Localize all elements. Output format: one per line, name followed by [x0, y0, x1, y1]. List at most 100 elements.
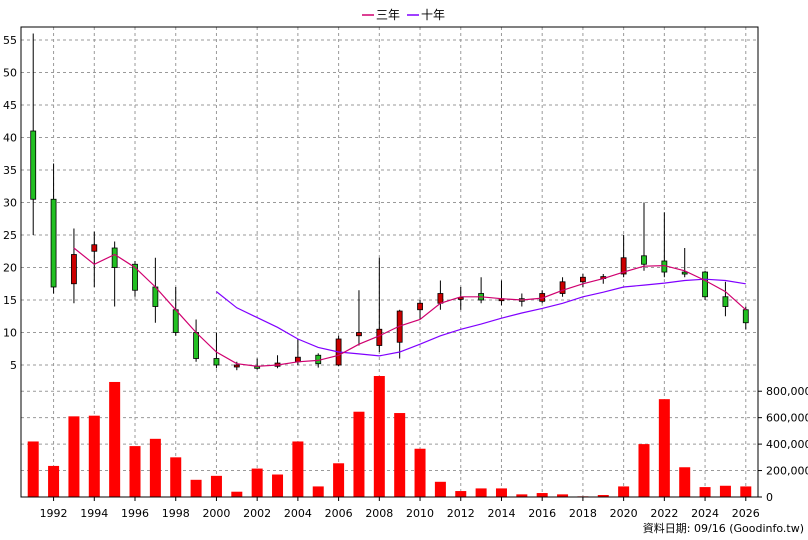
candle-body: [376, 328, 383, 346]
volume-bar: [210, 475, 222, 497]
volume-bar: [231, 491, 243, 497]
volume-bar: [516, 494, 528, 497]
volume-bar: [149, 438, 161, 497]
ma10-line: [216, 278, 746, 357]
candlesticks: [30, 33, 749, 371]
candle-body: [702, 271, 708, 298]
year-tick-label: 2016: [528, 507, 556, 520]
price-tick-label: 40: [3, 132, 17, 145]
price-tick-label: 50: [3, 67, 17, 80]
volume-bar: [373, 376, 385, 497]
volume-tick-label: 600,000: [766, 412, 808, 425]
candle-body: [111, 247, 118, 268]
candle-body: [132, 263, 138, 291]
year-tick-label: 2000: [202, 507, 230, 520]
candle-body: [152, 286, 159, 307]
candle-body: [437, 293, 444, 304]
volume-bar: [394, 413, 406, 497]
volume-bar: [475, 488, 487, 497]
legend-ma10-label: 十年: [421, 8, 445, 22]
volume-bar: [353, 411, 365, 497]
volume-bar: [597, 495, 609, 497]
candle-body: [30, 130, 37, 200]
candle-body: [580, 276, 586, 283]
year-tick-label: 1992: [40, 507, 68, 520]
footer-source: 資料日期: 09/16 (Goodinfo.tw): [643, 521, 804, 535]
volume-bar: [272, 474, 284, 497]
volume-tick-label: 0: [766, 491, 773, 504]
volume-bar: [292, 441, 304, 497]
candle-body: [213, 358, 220, 366]
volume-bar: [699, 487, 711, 497]
axes: 5 10 15 20 25 30 35 40 45 50 55 0 200,000 400,000 600,…: [3, 34, 808, 520]
volume-bar: [618, 486, 630, 497]
grid: [21, 27, 758, 497]
volume-tick-label: 400,000: [766, 438, 808, 451]
volume-bar: [48, 465, 60, 497]
price-tick-label: 15: [3, 294, 17, 307]
volume-bar: [679, 467, 691, 497]
volume-bar: [638, 444, 650, 497]
plot-frame: [20, 26, 759, 498]
volume-bar: [88, 415, 100, 497]
candle-body: [233, 364, 240, 368]
price-tick-label: 25: [3, 229, 17, 242]
candle-body: [193, 332, 199, 359]
year-tick-label: 1994: [80, 507, 108, 520]
volume-bar: [109, 381, 121, 497]
volume-bar: [333, 463, 345, 497]
year-tick-label: 2008: [365, 507, 393, 520]
price-tick-label: 10: [3, 327, 17, 340]
candle-body: [294, 356, 301, 363]
candle-body: [641, 255, 647, 265]
volume-bar: [27, 441, 39, 497]
year-tick-label: 2026: [732, 507, 760, 520]
volume-bar: [455, 491, 467, 497]
volume-bars: [27, 376, 752, 497]
candle-body: [417, 302, 423, 311]
price-tick-label: 35: [3, 164, 17, 177]
year-tick-label: 2006: [325, 507, 353, 520]
volume-bar: [557, 494, 569, 497]
candle-body: [681, 271, 688, 275]
volume-bar: [129, 446, 141, 497]
price-tick-label: 20: [3, 262, 17, 275]
year-tick-label: 1996: [121, 507, 149, 520]
candle-body: [742, 309, 749, 324]
volume-bar: [170, 457, 182, 497]
year-tick-label: 2010: [406, 507, 434, 520]
moving-average-lines: [73, 247, 747, 367]
volume-bar: [658, 399, 670, 497]
legend: 三年 十年: [362, 8, 445, 22]
candle-body: [722, 296, 729, 307]
year-tick-label: 2018: [569, 507, 597, 520]
volume-tick-label: 200,000: [766, 465, 808, 478]
price-tick-label: 30: [3, 197, 17, 210]
year-tick-label: 2020: [610, 507, 638, 520]
candle-body: [356, 332, 362, 337]
volume-bar: [312, 486, 324, 497]
volume-bar: [68, 416, 80, 497]
year-tick-label: 2022: [650, 507, 678, 520]
candle-body: [559, 281, 566, 294]
volume-bar: [719, 485, 731, 497]
price-tick-label: 5: [10, 359, 17, 372]
year-tick-label: 2024: [691, 507, 719, 520]
volume-bar: [414, 448, 426, 497]
price-tick-label: 55: [3, 34, 17, 47]
volume-tick-label: 800,000: [766, 385, 808, 398]
volume-bar: [536, 493, 548, 497]
year-tick-label: 1998: [162, 507, 190, 520]
legend-ma3-label: 三年: [376, 8, 400, 22]
candle-body: [620, 257, 627, 275]
volume-bar: [251, 468, 263, 497]
ma3-line: [73, 247, 747, 367]
year-tick-label: 2012: [447, 507, 475, 520]
candle-body: [50, 198, 57, 288]
year-tick-label: 2014: [487, 507, 515, 520]
candle-body: [91, 244, 98, 252]
volume-bar: [190, 479, 202, 497]
volume-bar: [740, 486, 752, 497]
year-tick-label: 2004: [284, 507, 312, 520]
